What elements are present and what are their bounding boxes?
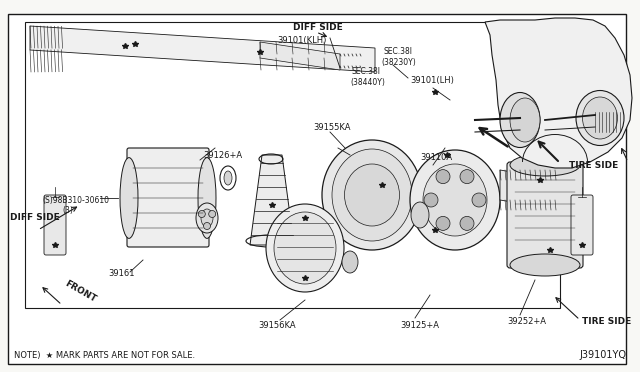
Text: (38230Y): (38230Y) — [381, 58, 416, 67]
Circle shape — [204, 222, 211, 230]
Text: 39110A: 39110A — [420, 154, 452, 163]
Circle shape — [472, 193, 486, 207]
Polygon shape — [485, 18, 632, 168]
Text: 39156KA: 39156KA — [258, 321, 296, 330]
Text: NOTE)  ★ MARK PARTS ARE NOT FOR SALE.: NOTE) ★ MARK PARTS ARE NOT FOR SALE. — [14, 351, 195, 360]
Ellipse shape — [332, 149, 412, 241]
Ellipse shape — [201, 209, 213, 227]
Circle shape — [209, 211, 216, 218]
Ellipse shape — [322, 140, 422, 250]
Circle shape — [198, 211, 205, 218]
Text: (38440Y): (38440Y) — [350, 77, 385, 87]
Text: SEC.38I: SEC.38I — [383, 48, 412, 57]
Ellipse shape — [198, 158, 216, 238]
Ellipse shape — [423, 164, 487, 236]
Polygon shape — [260, 42, 340, 70]
Text: 39155KA: 39155KA — [313, 124, 351, 132]
Ellipse shape — [500, 93, 540, 148]
Text: 39126+A: 39126+A — [203, 151, 242, 160]
Text: TIRE SIDE: TIRE SIDE — [569, 160, 618, 170]
Text: TIRE SIDE: TIRE SIDE — [582, 317, 631, 327]
Polygon shape — [25, 22, 560, 308]
Text: 39101(LH): 39101(LH) — [410, 76, 454, 84]
Ellipse shape — [224, 171, 232, 185]
Circle shape — [424, 193, 438, 207]
Ellipse shape — [510, 254, 580, 276]
Polygon shape — [250, 155, 294, 245]
Ellipse shape — [344, 164, 399, 226]
Ellipse shape — [120, 158, 138, 238]
Text: 39161: 39161 — [108, 269, 134, 278]
Text: DIFF SIDE: DIFF SIDE — [293, 23, 343, 32]
Text: 39101(KLH): 39101(KLH) — [277, 35, 326, 45]
Ellipse shape — [576, 90, 624, 145]
Circle shape — [460, 217, 474, 230]
Ellipse shape — [410, 150, 500, 250]
Text: J39101YQ: J39101YQ — [579, 350, 626, 360]
FancyBboxPatch shape — [127, 148, 209, 247]
Ellipse shape — [196, 203, 218, 233]
FancyBboxPatch shape — [44, 195, 66, 255]
Polygon shape — [30, 26, 375, 72]
Text: SEC.38I: SEC.38I — [352, 67, 381, 77]
Circle shape — [460, 170, 474, 184]
Ellipse shape — [266, 204, 344, 292]
Text: FRONT: FRONT — [63, 279, 97, 304]
Ellipse shape — [342, 251, 358, 273]
Circle shape — [436, 170, 450, 184]
Polygon shape — [500, 170, 560, 210]
Text: (S)98B310-30610: (S)98B310-30610 — [42, 196, 109, 205]
Ellipse shape — [510, 154, 580, 176]
Text: 39252+A: 39252+A — [507, 317, 546, 327]
Circle shape — [436, 217, 450, 230]
Text: 39125+A: 39125+A — [400, 321, 439, 330]
Ellipse shape — [582, 97, 618, 139]
Text: (3): (3) — [62, 205, 73, 215]
Text: DIFF SIDE: DIFF SIDE — [10, 214, 60, 222]
FancyBboxPatch shape — [507, 162, 583, 268]
Ellipse shape — [274, 212, 336, 284]
Ellipse shape — [510, 98, 540, 142]
FancyBboxPatch shape — [571, 195, 593, 255]
Ellipse shape — [411, 202, 429, 228]
